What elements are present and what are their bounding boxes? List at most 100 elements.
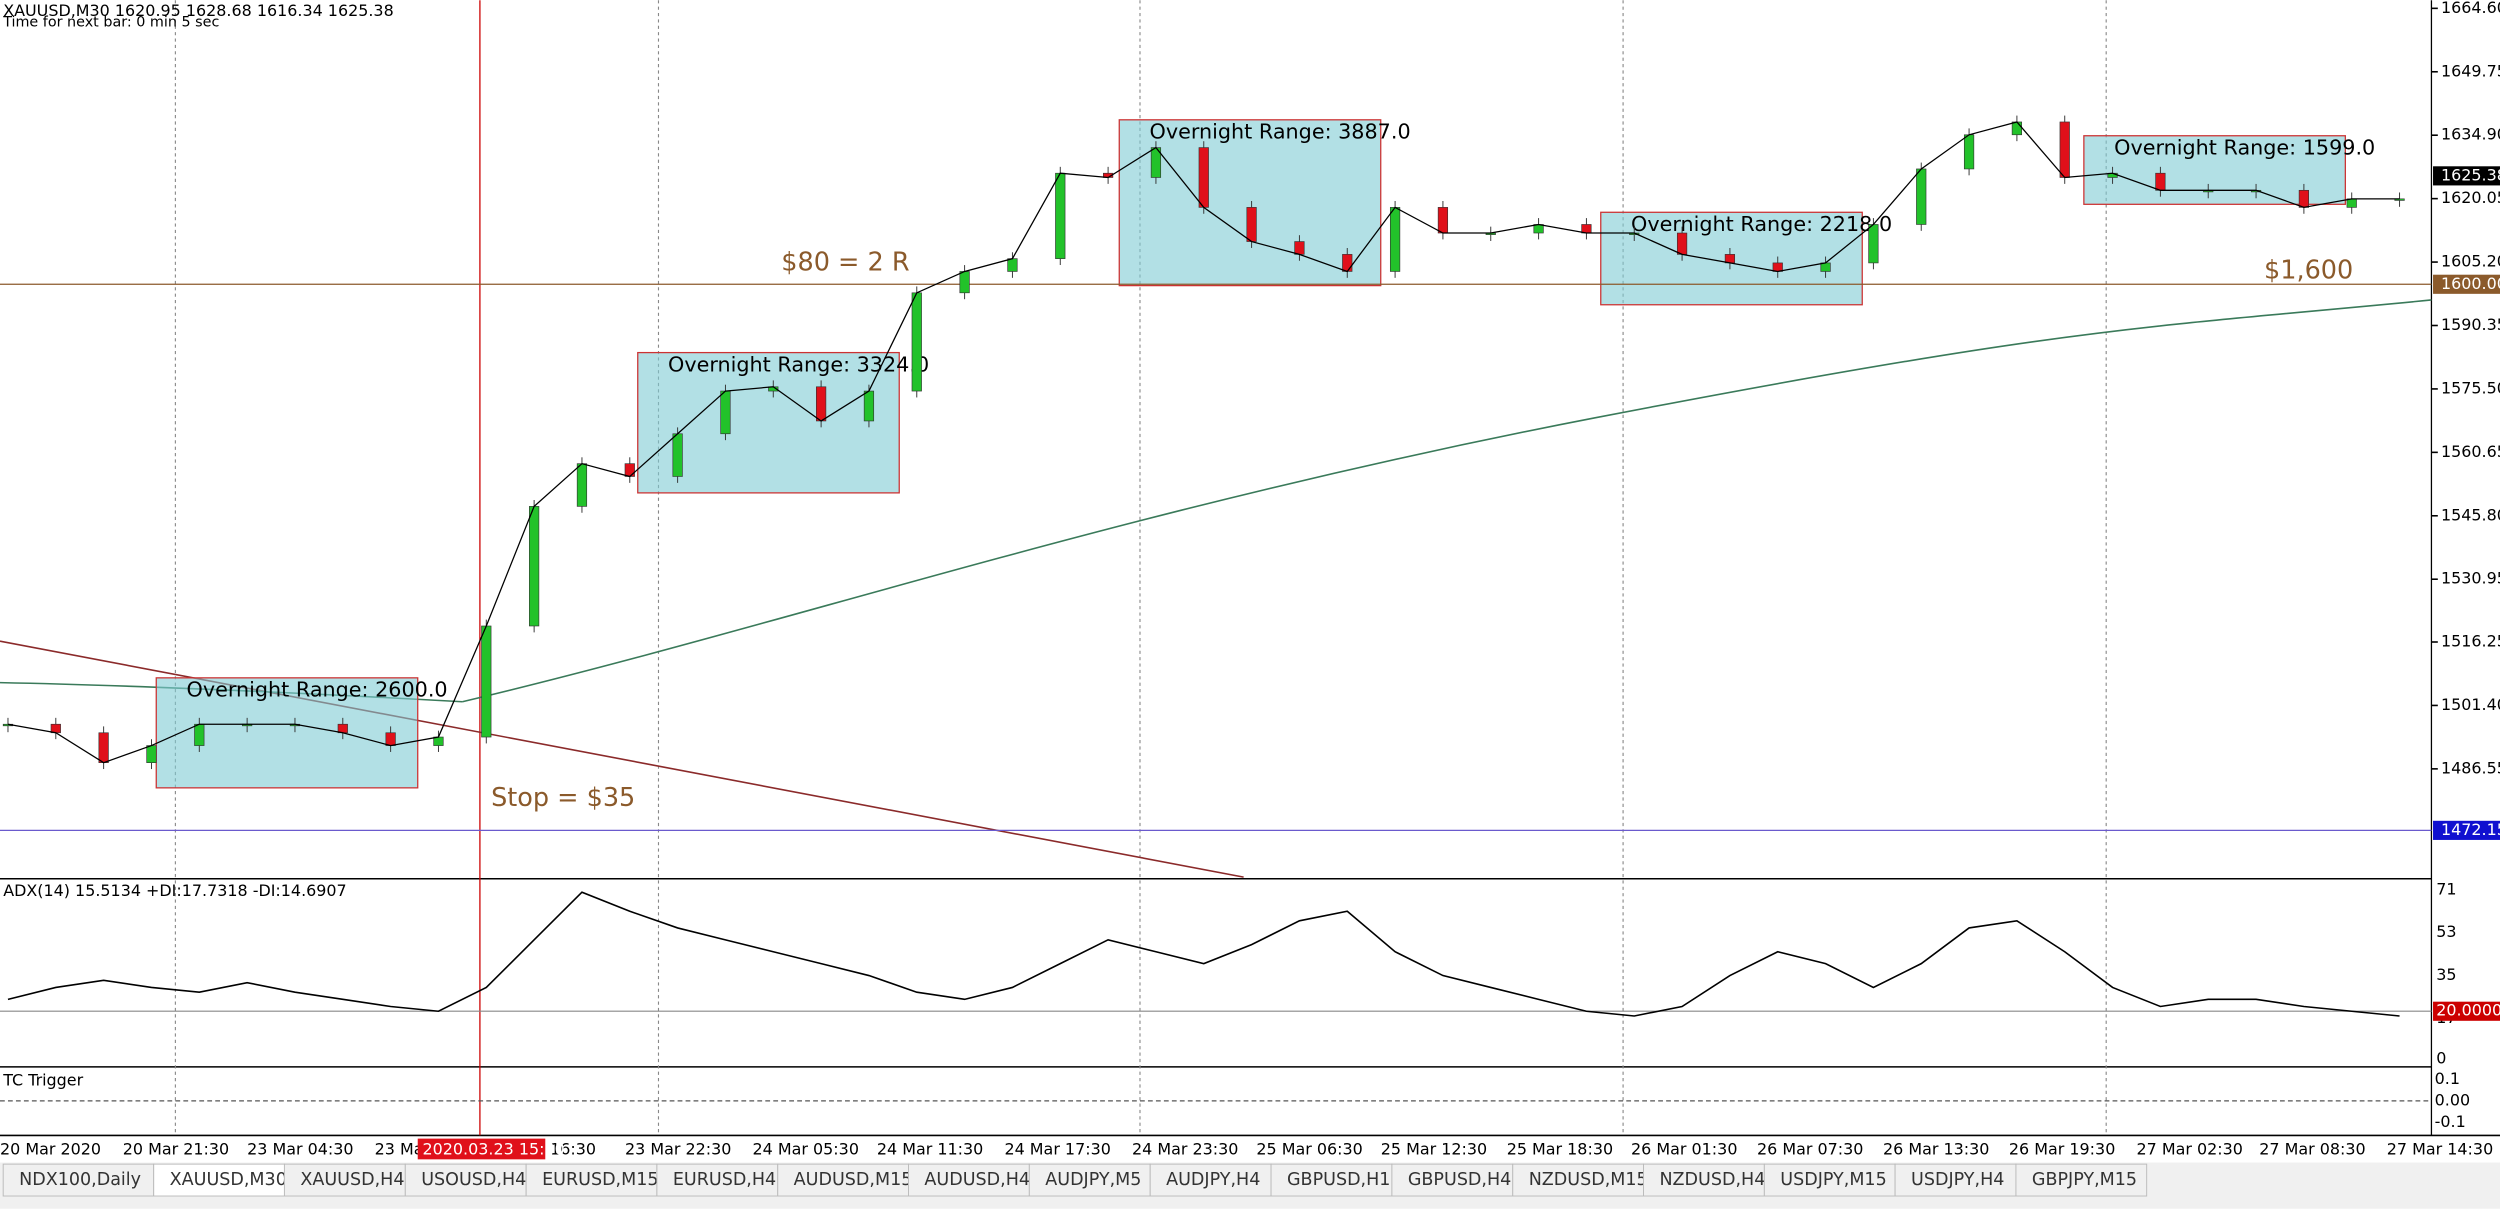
candle	[337, 723, 348, 734]
candle	[1533, 224, 1544, 234]
tab-label[interactable]: GBPJPY,M15	[2032, 1170, 2137, 1190]
tab[interactable]	[283, 1163, 406, 1197]
range-label: Overnight Range: 3887.0	[1150, 120, 1411, 144]
timer: Time for next bar: 0 min 5 sec	[2, 15, 219, 31]
tab-label[interactable]: USDJPY,H4	[1911, 1170, 2004, 1190]
price-label: 1649.75	[2441, 61, 2500, 80]
tc-tick: 0.1	[2435, 1069, 2460, 1088]
tab[interactable]	[1391, 1163, 1514, 1197]
candle	[1916, 168, 1927, 225]
candle	[50, 723, 61, 734]
tab-label[interactable]: NZDUSD,M15	[1529, 1170, 1648, 1190]
candle	[1581, 224, 1592, 234]
tab[interactable]	[908, 1163, 1030, 1197]
tab-label[interactable]: AUDJPY,H4	[1166, 1170, 1260, 1190]
candle	[576, 463, 588, 507]
time-label: 25 Mar 18:30	[1507, 1139, 1613, 1158]
candle	[911, 292, 922, 392]
price-label: 1501.40	[2441, 695, 2500, 714]
time-label: 27 Mar 02:30	[2136, 1139, 2242, 1158]
tab-label[interactable]: EURUSD,H4	[673, 1170, 776, 1190]
price-label: 1575.50	[2441, 378, 2500, 397]
tab[interactable]	[1894, 1163, 2017, 1197]
candle	[1342, 254, 1353, 272]
tc-tick: -0.1	[2435, 1112, 2466, 1131]
tab[interactable]	[2, 1163, 155, 1197]
candle	[1389, 207, 1401, 272]
candle	[1724, 254, 1736, 264]
adx-tick: 53	[2436, 922, 2456, 941]
candle	[2346, 198, 2357, 208]
time-label: 24 Mar 11:30	[877, 1139, 983, 1158]
tab-label[interactable]: NZDUSD,H4	[1659, 1170, 1765, 1190]
candle	[1868, 224, 1879, 264]
price-marker	[2433, 166, 2500, 186]
candle	[959, 271, 970, 294]
adx-line	[7, 891, 2400, 1017]
price-marker-label: 1472.15	[2441, 820, 2500, 839]
tab-label[interactable]: XAUUSD,H4	[300, 1170, 404, 1190]
time-label: 24 Mar 23:30	[1132, 1139, 1238, 1158]
level-marker	[2433, 1001, 2500, 1021]
annotation: $80 = 2 R	[781, 247, 909, 277]
tab-label[interactable]: AUDUSD,H4	[924, 1170, 1030, 1190]
price-label: 1486.55	[2441, 758, 2500, 777]
annotation: $1,600	[2264, 255, 2353, 285]
tab-label[interactable]: GBPUSD,H1	[1287, 1170, 1390, 1190]
tab[interactable]	[525, 1163, 658, 1197]
tab[interactable]	[1763, 1163, 1896, 1197]
candle	[1055, 172, 1066, 259]
tab[interactable]	[1643, 1163, 1765, 1197]
candle	[2155, 172, 2166, 191]
adx-tick: 71	[2436, 879, 2456, 898]
time-label: 24 Mar 17:30	[1004, 1139, 1110, 1158]
tab-label[interactable]: AUDJPY,M5	[1045, 1170, 1141, 1190]
tab-label[interactable]: XAUUSD,M30	[170, 1170, 287, 1190]
price-label: 1605.20	[2441, 252, 2500, 271]
candle	[2011, 121, 2023, 136]
tab-label[interactable]: GBPUSD,H4	[1408, 1170, 1511, 1190]
price-label: 1590.35	[2441, 315, 2500, 334]
time-label: 26 Mar 01:30	[1631, 1139, 1737, 1158]
price-marker	[2433, 274, 2500, 294]
candle	[385, 732, 396, 746]
candle	[2298, 189, 2309, 208]
price-marker-label: 1625.38	[2441, 165, 2500, 184]
price-label: 1545.80	[2441, 505, 2500, 524]
range-label: Overnight Range: 2218.0	[1631, 212, 1892, 236]
price-label: 1634.90	[2441, 125, 2500, 144]
candle	[481, 625, 492, 738]
price-label: 1530.95	[2441, 569, 2500, 588]
candle	[1007, 258, 1018, 272]
tab-label[interactable]: USDJPY,M15	[1780, 1170, 1886, 1190]
time-label: 23 Mar 04:30	[247, 1139, 353, 1158]
tab[interactable]	[2015, 1163, 2148, 1197]
tab[interactable]	[656, 1163, 779, 1197]
adx-tick: 0	[2436, 1048, 2446, 1067]
crosshair-time-box	[417, 1138, 546, 1160]
tab[interactable]	[1149, 1163, 1272, 1197]
time-label: 25 Mar 12:30	[1381, 1139, 1487, 1158]
tab-label[interactable]: AUDUSD,M15	[794, 1170, 913, 1190]
candle	[1963, 134, 1975, 170]
range-label: Overnight Range: 2600.0	[187, 678, 448, 702]
tc-label: TC Trigger	[2, 1071, 83, 1090]
candle	[1437, 207, 1449, 234]
tab[interactable]	[1270, 1163, 1393, 1197]
time-label: 23 Ma	[375, 1139, 424, 1158]
price-line	[7, 121, 2400, 764]
time-label: 26 Mar 07:30	[1757, 1139, 1863, 1158]
time-label: 16:30	[550, 1139, 596, 1158]
range-label: Overnight Range: 3324.0	[668, 352, 929, 376]
time-label: 26 Mar 13:30	[1883, 1139, 1989, 1158]
candle	[1198, 147, 1209, 208]
tab-label[interactable]: NDX100,Daily	[19, 1170, 141, 1190]
tab[interactable]	[777, 1163, 909, 1197]
candle	[863, 390, 875, 422]
time-label: 20 Mar 2020	[0, 1139, 101, 1158]
tab-label[interactable]: USOUSD,H4	[421, 1170, 526, 1190]
time-label: 25 Mar 06:30	[1256, 1139, 1362, 1158]
tab[interactable]	[153, 1163, 285, 1197]
tab-label[interactable]: EURUSD,M15	[542, 1170, 658, 1190]
